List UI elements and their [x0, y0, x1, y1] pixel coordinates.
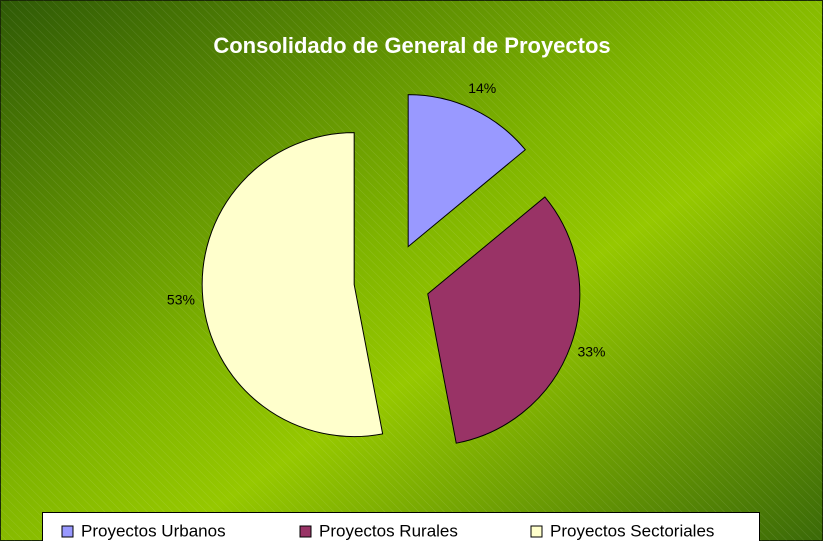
- legend-label: Proyectos Rurales: [319, 521, 458, 540]
- legend: [42, 512, 760, 541]
- legend-swatch: [530, 525, 543, 538]
- legend-label: Proyectos Sectoriales: [550, 521, 714, 540]
- data-label: 33%: [577, 344, 605, 360]
- pie-slice: [407, 94, 527, 248]
- legend-label: Proyectos Urbanos: [81, 521, 226, 540]
- legend-swatch: [61, 525, 74, 538]
- data-label: 14%: [468, 80, 496, 96]
- legend-swatch: [299, 525, 312, 538]
- data-label: 53%: [167, 292, 195, 308]
- pie-slice: [427, 196, 581, 444]
- chart-title: Consolidado de General de Proyectos: [213, 33, 610, 58]
- pie-slice: [201, 132, 384, 438]
